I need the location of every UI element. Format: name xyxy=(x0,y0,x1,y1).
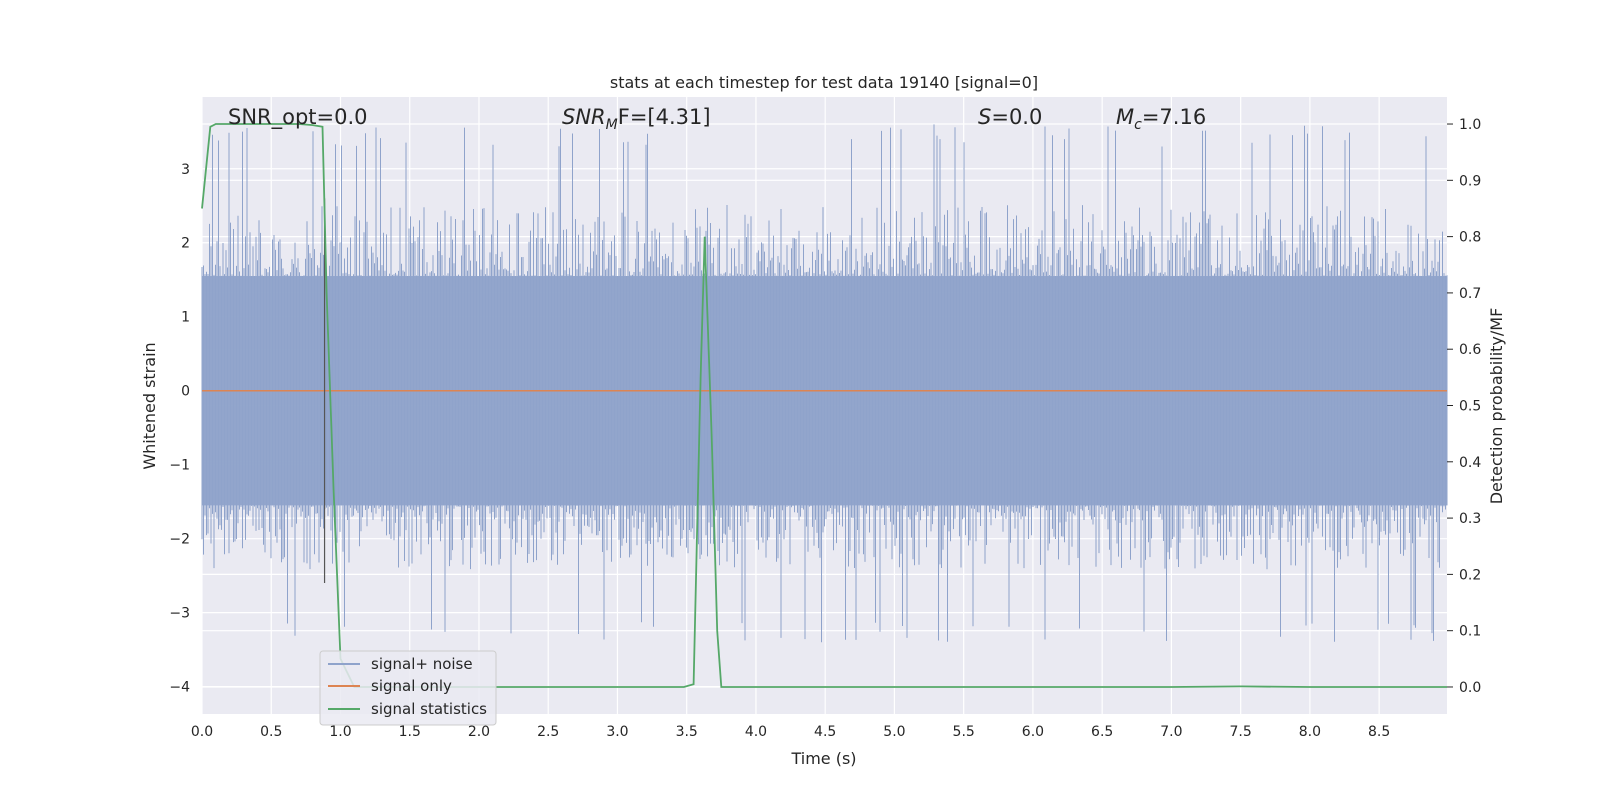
x-tick-label: 3.0 xyxy=(606,724,628,740)
series-signal-statistics xyxy=(201,123,1447,688)
x-tick-label: 7.0 xyxy=(1160,724,1182,740)
snr-mf-rest: F=[4.31] xyxy=(618,105,711,129)
y2-tick-label: 0.1 xyxy=(1459,624,1481,640)
y2-tick-label: 0.8 xyxy=(1459,230,1481,246)
mc-main: M xyxy=(1116,105,1134,129)
x-tick-label: 8.5 xyxy=(1368,724,1390,740)
s-rest: =0.0 xyxy=(991,105,1042,129)
y2-tick-label: 0.5 xyxy=(1459,399,1481,415)
y2-tick-label: 0.0 xyxy=(1459,680,1481,696)
x-axis-ticks: 0.0 0.5 1.0 1.5 2.0 2.5 3.0 3.5 4.0 4.5 5.0 5.5 6.0 6… xyxy=(191,724,1390,740)
series-signal-only xyxy=(202,198,1447,584)
y2-tick-label: 0.3 xyxy=(1459,511,1481,527)
y-tick-label: −2 xyxy=(169,532,190,548)
legend-label-signal-noise: signal+ noise xyxy=(371,655,473,673)
y2-tick-label: 0.4 xyxy=(1459,455,1481,471)
x-tick-label: 4.0 xyxy=(745,724,767,740)
y-axis-label: Whitened strain xyxy=(140,342,159,469)
legend-label-signal-only: signal only xyxy=(371,677,452,695)
x-tick-label: 5.5 xyxy=(953,724,975,740)
y-tick-label: 2 xyxy=(181,236,190,252)
x-tick-label: 2.0 xyxy=(468,724,490,740)
annotation-snr-mf: SNRMF=[4.31] xyxy=(562,105,711,133)
x-tick-label: 6.0 xyxy=(1022,724,1044,740)
x-tick-label: 8.0 xyxy=(1299,724,1321,740)
legend: signal+ noise signal only signal statist… xyxy=(319,650,497,726)
y-tick-label: −3 xyxy=(169,606,190,622)
annotation-mc: Mc=7.16 xyxy=(1116,105,1206,133)
y-axis-ticks: 3 2 1 0 −1 −2 −3 −4 xyxy=(169,162,190,696)
y-tick-label: −1 xyxy=(169,458,190,474)
mc-rest: =7.16 xyxy=(1142,105,1206,129)
s-main: S xyxy=(978,105,991,129)
y-tick-label: 3 xyxy=(181,162,190,178)
x-tick-label: 7.5 xyxy=(1230,724,1252,740)
x-tick-label: 1.0 xyxy=(329,724,351,740)
x-tick-label: 2.5 xyxy=(537,724,559,740)
y-tick-label: 0 xyxy=(181,384,190,400)
x-tick-label: 0.5 xyxy=(260,724,282,740)
x-tick-label: 3.5 xyxy=(676,724,698,740)
legend-box xyxy=(319,650,497,726)
y-tick-label: 1 xyxy=(181,310,190,326)
y2-tick-label: 0.9 xyxy=(1459,173,1481,189)
legend-label-signal-statistics: signal statistics xyxy=(371,700,487,718)
y2-axis-ticks: 1.0 0.9 0.8 0.7 0.6 0.5 0.4 0.3 0.2 0.1 0.0 xyxy=(1447,117,1481,696)
x-tick-label: 6.5 xyxy=(1091,724,1113,740)
x-tick-label: 4.5 xyxy=(814,724,836,740)
y2-tick-label: 0.7 xyxy=(1459,286,1481,302)
x-axis-label: Time (s) xyxy=(790,749,856,768)
annotation-s: S=0.0 xyxy=(978,105,1042,129)
x-tick-label: 5.0 xyxy=(883,724,905,740)
signal-statistics-line xyxy=(201,123,1447,688)
y2-tick-label: 0.2 xyxy=(1459,567,1481,583)
snr-mf-main: SNR xyxy=(562,105,606,129)
annotation-snr-opt: SNR_opt=0.0 xyxy=(228,105,368,130)
mc-sub: c xyxy=(1134,117,1142,133)
y2-tick-label: 1.0 xyxy=(1459,117,1481,133)
x-tick-label: 0.0 xyxy=(191,724,213,740)
y2-axis-label: Detection probability/MF xyxy=(1487,308,1506,505)
chart-title: stats at each timestep for test data 191… xyxy=(610,73,1038,92)
y2-tick-label: 0.6 xyxy=(1459,342,1481,358)
snr-mf-sub: M xyxy=(606,117,618,133)
y-tick-label: −4 xyxy=(169,680,190,696)
x-tick-label: 1.5 xyxy=(399,724,421,740)
